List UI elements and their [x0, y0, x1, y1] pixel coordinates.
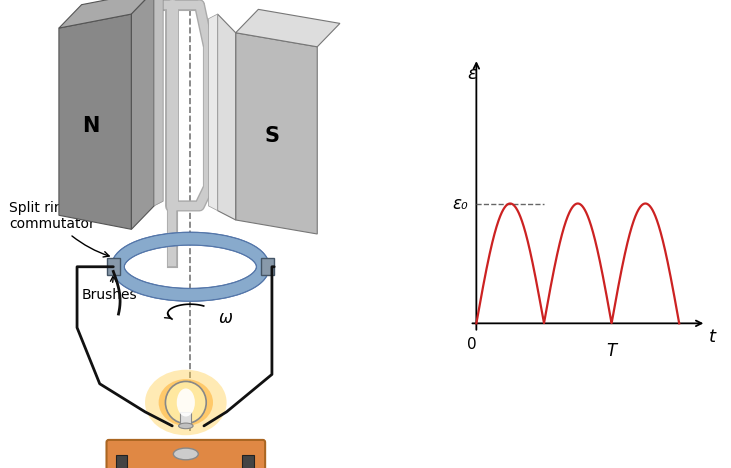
Text: Split ring
commutator: Split ring commutator — [9, 201, 109, 257]
Ellipse shape — [177, 388, 195, 417]
Text: N: N — [82, 117, 99, 136]
FancyBboxPatch shape — [260, 258, 274, 275]
Text: $\omega$: $\omega$ — [218, 309, 232, 327]
Text: 0: 0 — [468, 337, 477, 352]
FancyBboxPatch shape — [107, 258, 120, 275]
Polygon shape — [235, 9, 340, 47]
Ellipse shape — [165, 381, 206, 424]
FancyBboxPatch shape — [107, 440, 265, 468]
Ellipse shape — [178, 423, 193, 429]
Text: t: t — [709, 328, 716, 346]
Ellipse shape — [173, 448, 198, 460]
Polygon shape — [59, 14, 132, 229]
Polygon shape — [235, 33, 317, 234]
Text: S: S — [265, 126, 279, 146]
Polygon shape — [218, 14, 235, 220]
Polygon shape — [132, 0, 154, 229]
Ellipse shape — [159, 379, 213, 426]
Text: ε: ε — [467, 65, 477, 83]
FancyBboxPatch shape — [243, 455, 254, 468]
Polygon shape — [59, 0, 154, 28]
FancyBboxPatch shape — [115, 455, 127, 468]
FancyBboxPatch shape — [181, 412, 192, 424]
Text: Brushes: Brushes — [82, 276, 137, 302]
Text: T: T — [607, 342, 617, 360]
Text: ε₀: ε₀ — [452, 195, 469, 212]
Ellipse shape — [145, 370, 227, 435]
Polygon shape — [154, 0, 163, 206]
Polygon shape — [208, 14, 218, 211]
